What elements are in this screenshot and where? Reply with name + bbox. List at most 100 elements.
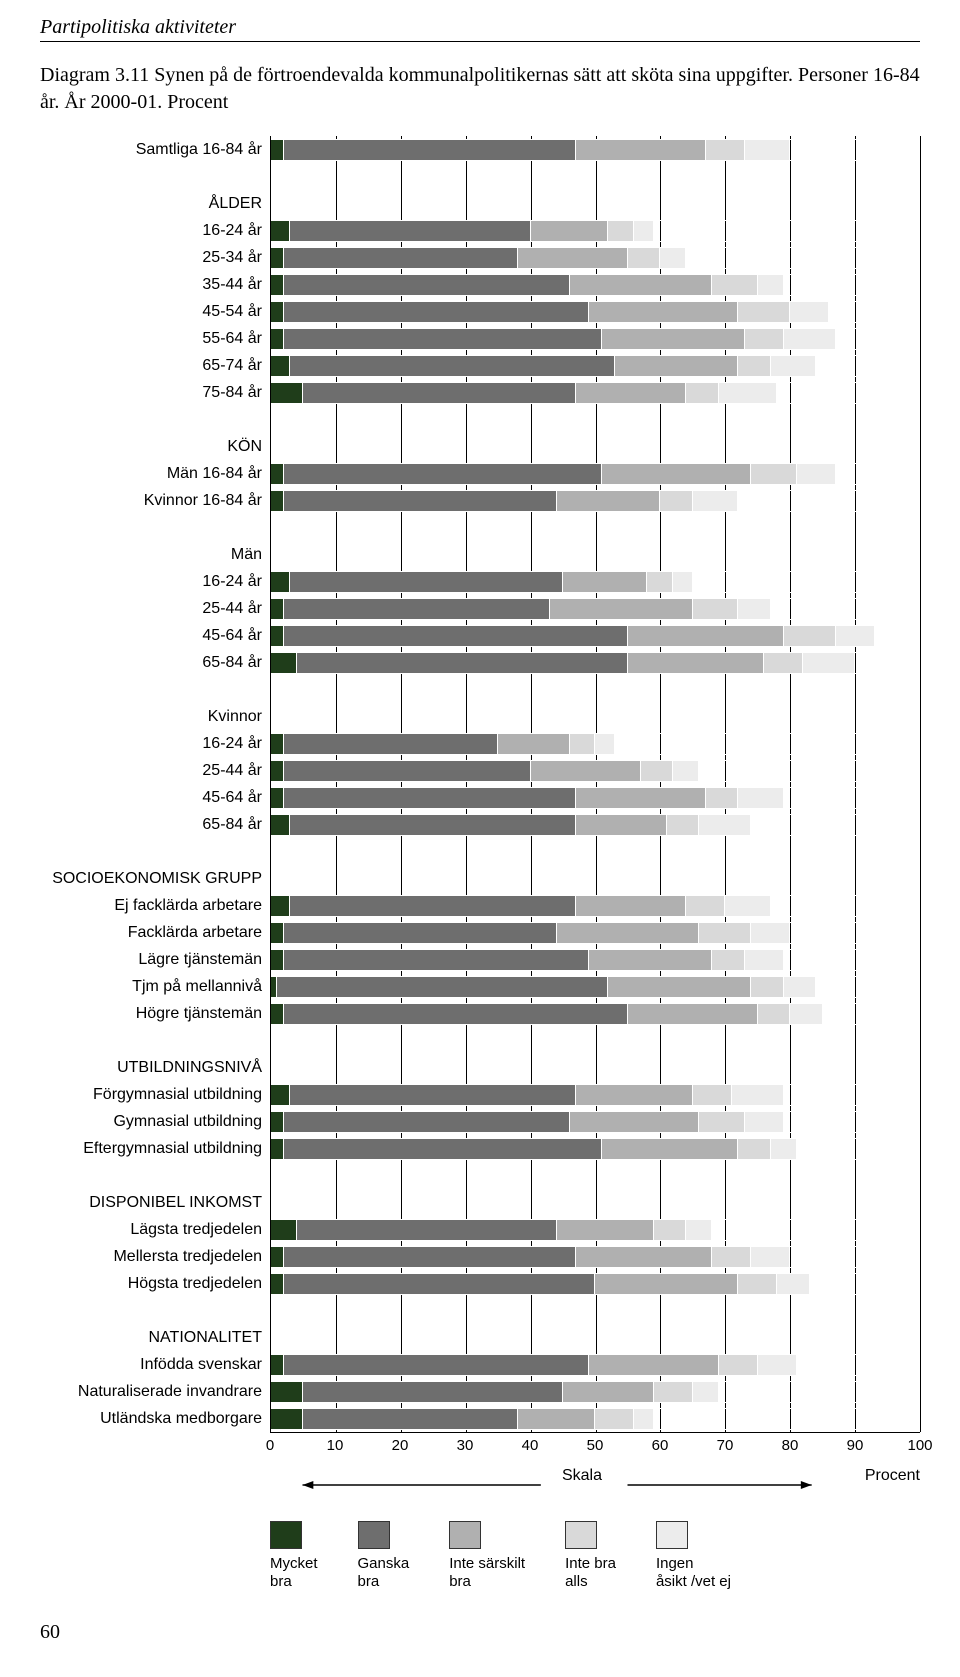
bar-segment: [764, 653, 803, 673]
bar-segment: [284, 275, 570, 295]
bar-segment: [836, 626, 875, 646]
bar-segment: [647, 572, 673, 592]
bar-segment: [797, 464, 836, 484]
bar-segment: [284, 1247, 576, 1267]
bar: [271, 328, 920, 350]
x-axis-tick: 100: [907, 1437, 932, 1454]
bar-segment: [284, 302, 589, 322]
spacer: [271, 1162, 920, 1189]
bar-row: [271, 298, 920, 325]
scale-label: Skala: [562, 1467, 602, 1485]
bar-segment: [628, 248, 660, 268]
bar-segment: [595, 1409, 634, 1429]
bar-segment: [271, 653, 297, 673]
bar-segment: [667, 815, 699, 835]
section-label: ÅLDER: [40, 190, 270, 217]
bar: [271, 625, 920, 647]
bar-segment: [660, 248, 686, 268]
bar-segment: [271, 626, 284, 646]
bar-segment: [758, 275, 784, 295]
bar-segment: [284, 734, 498, 754]
bar-row: [271, 487, 920, 514]
bar: [271, 1273, 920, 1295]
bar-segment: [271, 572, 290, 592]
bar-segment: [284, 950, 589, 970]
bar-segment: [686, 383, 718, 403]
bar-segment: [271, 815, 290, 835]
bar: [271, 949, 920, 971]
bar-segment: [576, 815, 667, 835]
category-label: Naturaliserade invandrare: [40, 1378, 270, 1405]
bar-segment: [576, 1085, 693, 1105]
bar-row: [271, 892, 920, 919]
bar-segment: [732, 1085, 784, 1105]
bar-row: [271, 1000, 920, 1027]
bar-segment: [290, 896, 576, 916]
bar-segment: [758, 1004, 790, 1024]
spacer: [271, 676, 920, 703]
category-label: 55-64 år: [40, 325, 270, 352]
bar-segment: [660, 491, 692, 511]
x-axis-tick: 70: [717, 1437, 734, 1454]
category-label: Män 16-84 år: [40, 460, 270, 487]
bar-segment: [589, 950, 712, 970]
bar-segment: [745, 329, 784, 349]
category-label: 16-24 år: [40, 568, 270, 595]
bar-segment: [271, 1112, 284, 1132]
bar-segment: [557, 1220, 654, 1240]
bar-row: [271, 1216, 920, 1243]
bar-row: [271, 1405, 920, 1432]
bar-segment: [576, 1247, 712, 1267]
category-label: Facklärda arbetare: [40, 919, 270, 946]
bar-segment: [271, 599, 284, 619]
chart-plot-area: [270, 136, 920, 1433]
section-label: SOCIOEKONOMISK GRUPP: [40, 865, 270, 892]
x-axis-tick: 90: [847, 1437, 864, 1454]
bar-segment: [790, 302, 829, 322]
bar: [271, 571, 920, 593]
bar-segment: [699, 1112, 744, 1132]
bar-segment: [602, 329, 745, 349]
bar: [271, 760, 920, 782]
section-label: Män: [40, 541, 270, 568]
legend-item: Inte särskilt bra: [449, 1521, 525, 1591]
bar-segment: [576, 383, 686, 403]
bar-segment: [271, 788, 284, 808]
bar: [271, 922, 920, 944]
bar-row: [271, 1108, 920, 1135]
bar: [271, 247, 920, 269]
bar-segment: [608, 977, 751, 997]
bar-segment: [303, 1409, 517, 1429]
bar-segment: [608, 221, 634, 241]
bar-segment: [602, 1139, 738, 1159]
section-row-empty: [271, 1054, 920, 1081]
bar-segment: [751, 923, 790, 943]
bar-segment: [271, 248, 284, 268]
bar-segment: [654, 1382, 693, 1402]
bar-segment: [284, 599, 550, 619]
category-label: 16-24 år: [40, 217, 270, 244]
category-label: Högre tjänstemän: [40, 1000, 270, 1027]
section-label: UTBILDNINGSNIVÅ: [40, 1054, 270, 1081]
legend-label: Inte särskilt bra: [449, 1555, 525, 1591]
category-label: 45-64 år: [40, 622, 270, 649]
spacer: [40, 406, 270, 433]
bar-segment: [563, 572, 647, 592]
category-label: 35-44 år: [40, 271, 270, 298]
bar: [271, 1246, 920, 1268]
spacer: [271, 406, 920, 433]
category-label: Infödda svenskar: [40, 1351, 270, 1378]
stacked-bar-chart: Samtliga 16-84 årÅLDER16-24 år25-34 år35…: [40, 136, 920, 1433]
bar-row: [271, 1135, 920, 1162]
bar: [271, 1084, 920, 1106]
bar-row: [271, 622, 920, 649]
bar-segment: [271, 464, 284, 484]
bar-row: [271, 271, 920, 298]
section-row-empty: [271, 1324, 920, 1351]
bar: [271, 598, 920, 620]
bar-segment: [628, 1004, 758, 1024]
bar-segment: [777, 1274, 809, 1294]
spacer: [40, 514, 270, 541]
bar: [271, 1219, 920, 1241]
x-axis-tick: 20: [392, 1437, 409, 1454]
